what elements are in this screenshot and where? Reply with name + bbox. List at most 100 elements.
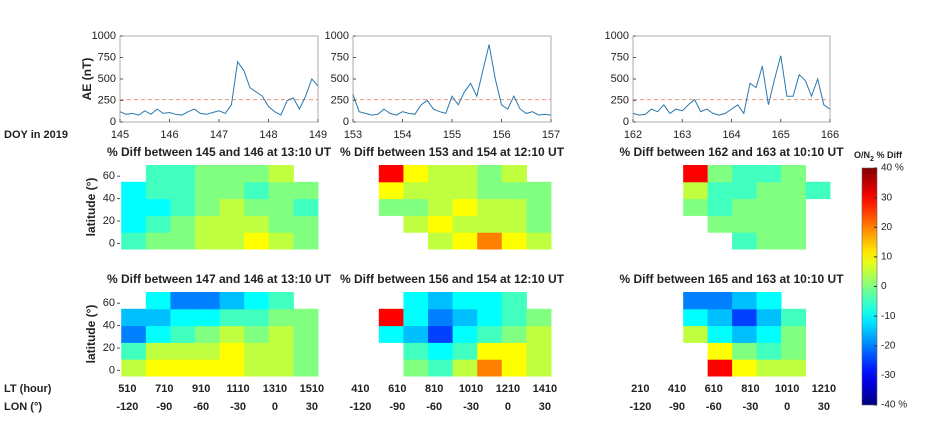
heat-cell bbox=[170, 181, 196, 200]
heat-cell bbox=[452, 359, 478, 377]
heat-cell bbox=[477, 165, 503, 183]
heat-cell bbox=[683, 198, 709, 216]
lon-tick-label: -60 bbox=[426, 401, 442, 413]
y-tick-label: 750 bbox=[611, 51, 629, 63]
panel-title: % Diff between 153 and 154 at 12:10 UT bbox=[340, 145, 565, 159]
heat-cell bbox=[428, 232, 454, 250]
lon-tick-label: -60 bbox=[706, 401, 722, 413]
heat-cell bbox=[756, 359, 782, 377]
y-tick-label: 0 bbox=[623, 116, 629, 128]
heat-cell bbox=[526, 342, 552, 360]
x-tick-label: 153 bbox=[344, 129, 362, 141]
heat-cell bbox=[501, 308, 527, 327]
heat-cell bbox=[501, 215, 527, 233]
lon-tick-label: 30 bbox=[818, 401, 830, 413]
heat-cell bbox=[781, 325, 807, 343]
heat-cell bbox=[501, 342, 527, 360]
heat-cell bbox=[501, 292, 527, 310]
heat-cell bbox=[219, 359, 245, 377]
heat-cell bbox=[683, 308, 709, 327]
heat-cell bbox=[732, 292, 758, 310]
x-tick-label: 157 bbox=[542, 129, 560, 141]
axes-box bbox=[352, 35, 552, 123]
heat-cell bbox=[428, 198, 454, 216]
lt-tick-label: 1210 bbox=[812, 383, 836, 395]
heat-cell bbox=[707, 325, 733, 343]
heat-cell bbox=[707, 308, 733, 327]
x-tick-label: 146 bbox=[160, 129, 178, 141]
lt-tick-label: 1110 bbox=[226, 383, 249, 395]
lt-tick-label: 210 bbox=[631, 383, 649, 395]
heat-cell bbox=[526, 215, 552, 233]
lt-tick-label: 610 bbox=[705, 383, 723, 395]
ae-line bbox=[632, 55, 831, 116]
heat-cell bbox=[219, 198, 245, 216]
heat-cell bbox=[683, 181, 709, 200]
y-tick-label: 20 bbox=[103, 215, 115, 227]
lon-tick-label: 30 bbox=[539, 401, 551, 413]
x-tick-label: 164 bbox=[722, 129, 740, 141]
heat-cell bbox=[732, 342, 758, 360]
heat-cell bbox=[170, 232, 196, 250]
heat-cell bbox=[403, 325, 429, 343]
x-tick-label: 145 bbox=[111, 129, 129, 141]
heat-cell bbox=[268, 215, 294, 233]
heat-cell bbox=[732, 215, 758, 233]
y-tick-label: 750 bbox=[331, 51, 349, 63]
x-tick-label: 162 bbox=[624, 129, 642, 141]
heat-cell bbox=[477, 181, 503, 200]
heat-cell bbox=[268, 359, 294, 377]
heat-cell bbox=[219, 165, 245, 183]
colorbar-tick-label: 10 bbox=[881, 252, 893, 263]
heat-cell bbox=[428, 308, 454, 327]
heat-cell bbox=[732, 359, 758, 377]
heat-cell bbox=[452, 198, 478, 216]
heat-cell bbox=[145, 292, 171, 310]
heat-cell bbox=[781, 198, 807, 216]
lon-tick-label: 0 bbox=[784, 401, 790, 413]
heat-cell bbox=[526, 308, 552, 327]
y-tick-label: 20 bbox=[103, 342, 115, 354]
y-tick-label: 1000 bbox=[605, 30, 629, 42]
panel-title: % Diff between 165 and 163 at 10:10 UT bbox=[619, 272, 844, 286]
heat-cell bbox=[403, 215, 429, 233]
lon-axis-label: LON (°) bbox=[4, 401, 42, 413]
heat-cell bbox=[244, 292, 270, 310]
colorbar-tick-label: -20 bbox=[881, 340, 896, 351]
heat-cell bbox=[219, 325, 245, 343]
heat-cell bbox=[501, 232, 527, 250]
heat-cell bbox=[244, 165, 270, 183]
heat-cell bbox=[781, 359, 807, 377]
y-tick-label: 500 bbox=[331, 73, 349, 85]
heat-cell bbox=[501, 165, 527, 183]
y-tick-label: 750 bbox=[98, 51, 116, 63]
heat-cell bbox=[145, 181, 171, 200]
colorbar-tick-label: 30 bbox=[881, 192, 893, 203]
heat-cell bbox=[244, 325, 270, 343]
heat-cell bbox=[268, 198, 294, 216]
x-tick-label: 148 bbox=[259, 129, 277, 141]
heat-cell bbox=[170, 359, 196, 377]
heat-cell bbox=[501, 359, 527, 377]
heat-cell bbox=[732, 165, 758, 183]
heat-cell bbox=[477, 292, 503, 310]
heat-cell bbox=[403, 359, 429, 377]
heat-cell bbox=[403, 342, 429, 360]
heat-cell bbox=[477, 342, 503, 360]
heat-cell bbox=[756, 325, 782, 343]
y-tick-label: 500 bbox=[98, 73, 116, 85]
heat-cell bbox=[756, 232, 782, 250]
heat-cell bbox=[756, 181, 782, 200]
heat-cell bbox=[293, 342, 319, 360]
lon-tick-label: -120 bbox=[116, 401, 138, 413]
x-axis-label: DOY in 2019 bbox=[4, 129, 68, 141]
heat-cell bbox=[526, 198, 552, 216]
lt-axis-label: LT (hour) bbox=[4, 383, 52, 395]
y-tick-label: 0 bbox=[109, 364, 115, 376]
x-tick-label: 155 bbox=[443, 129, 461, 141]
heat-cell bbox=[121, 342, 147, 360]
lon-tick-label: -30 bbox=[743, 401, 759, 413]
heat-cell bbox=[477, 215, 503, 233]
heat-cell bbox=[378, 181, 404, 200]
